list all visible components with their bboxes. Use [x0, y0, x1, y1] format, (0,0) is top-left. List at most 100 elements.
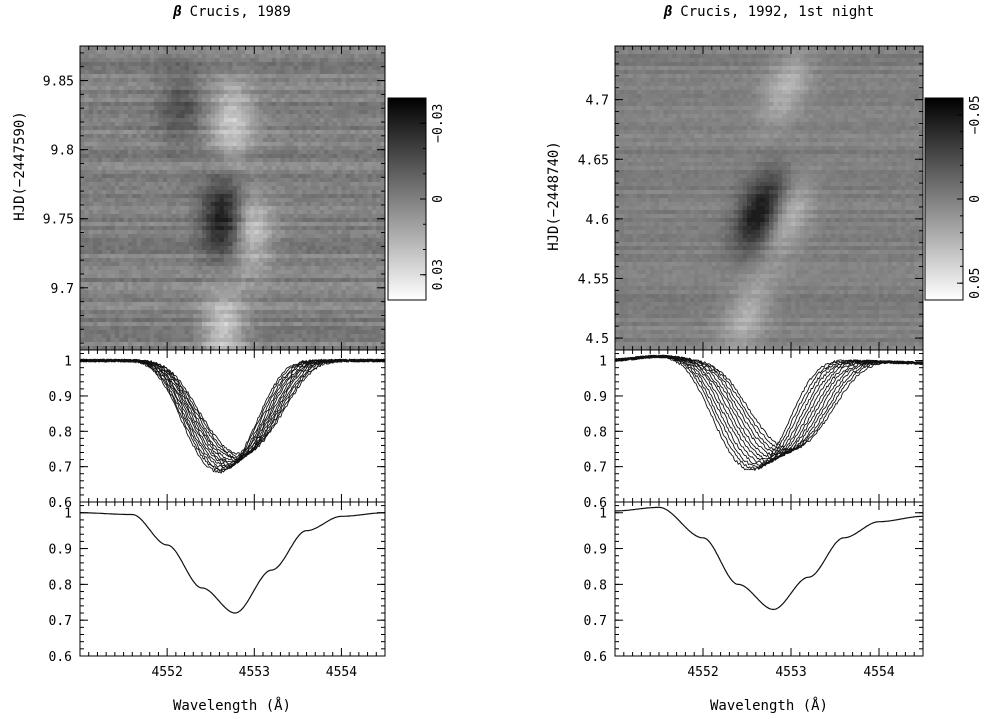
heatmap-cell: [297, 274, 303, 279]
heatmap-cell: [350, 166, 355, 171]
heatmap-cell: [215, 190, 220, 195]
heatmap-cell: [367, 134, 373, 139]
heatmap-cell: [93, 134, 98, 139]
heatmap-cell: [119, 230, 124, 235]
heatmap-cell: [93, 234, 98, 239]
heatmap-cell: [254, 294, 260, 299]
heatmap-cell: [197, 290, 203, 295]
heatmap-cell: [249, 62, 255, 67]
heatmap-cell: [127, 90, 133, 95]
heatmap-cell: [354, 54, 360, 59]
heatmap-cell: [206, 262, 212, 267]
heatmap-cell: [93, 250, 98, 255]
heatmap-cell: [324, 106, 329, 111]
heatmap-cell: [367, 194, 373, 199]
heatmap-cell: [114, 114, 120, 119]
heatmap-cell: [297, 214, 303, 219]
heatmap-cell: [119, 74, 124, 79]
heatmap-cell: [175, 46, 181, 51]
heatmap-cell: [219, 202, 225, 207]
heatmap-cell: [206, 254, 212, 259]
heatmap-cell: [158, 154, 164, 159]
heatmap-cell: [202, 102, 207, 107]
heatmap-cell: [302, 218, 307, 223]
heatmap-cell: [263, 294, 268, 299]
heatmap-cell: [215, 162, 220, 167]
heatmap-cell: [380, 102, 386, 107]
heatmap-cell: [332, 150, 338, 155]
heatmap-cell: [171, 298, 177, 303]
heatmap-cell: [241, 278, 246, 283]
heatmap-cell: [110, 194, 116, 199]
heatmap-cell: [136, 162, 142, 167]
heatmap-cell: [345, 86, 351, 91]
heatmap-cell: [358, 178, 364, 183]
heatmap-cell: [245, 282, 251, 287]
heatmap-cell: [210, 326, 216, 331]
heatmap-cell: [363, 222, 368, 227]
heatmap-cell: [171, 162, 177, 167]
heatmap-cell: [324, 174, 329, 179]
heatmap-cell: [219, 286, 225, 291]
heatmap-cell: [293, 270, 299, 275]
heatmap-cell: [350, 222, 355, 227]
heatmap-cell: [249, 282, 255, 287]
heatmap-cell: [280, 110, 286, 115]
heatmap-cell: [232, 142, 238, 147]
heatmap-cell: [319, 190, 325, 195]
heatmap-cell: [167, 86, 172, 91]
heatmap-cell: [310, 54, 316, 59]
heatmap-cell: [145, 246, 151, 251]
heatmap-cell: [180, 50, 185, 55]
heatmap-cell: [106, 90, 111, 95]
heatmap-cell: [141, 98, 146, 103]
heatmap-cell: [241, 90, 246, 95]
heatmap-cell: [271, 214, 277, 219]
heatmap-cell: [136, 114, 142, 119]
heatmap-cell: [297, 262, 303, 267]
heatmap-cell: [106, 258, 111, 263]
heatmap-cell: [84, 278, 90, 283]
heatmap-cell: [271, 94, 277, 99]
heatmap-cell: [219, 242, 225, 247]
heatmap-cell: [84, 222, 90, 227]
heatmap-cell: [110, 146, 116, 151]
heatmap-cell: [306, 170, 312, 175]
heatmap-cell: [350, 270, 355, 275]
heatmap-cell: [328, 142, 334, 147]
heatmap-cell: [93, 106, 98, 111]
heatmap-cell: [376, 154, 382, 159]
heatmap-cell: [119, 242, 124, 247]
heatmap-cell: [354, 162, 360, 167]
heatmap-cell: [80, 198, 85, 203]
heatmap-cell: [241, 254, 246, 259]
heatmap-cell: [245, 46, 251, 51]
heatmap-cell: [197, 230, 203, 235]
heatmap-cell: [245, 322, 251, 327]
heatmap-cell: [136, 118, 142, 123]
heatmap-cell: [215, 46, 220, 51]
heatmap-cell: [254, 174, 260, 179]
heatmap-cell: [289, 150, 294, 155]
heatmap-cell: [319, 126, 325, 131]
heatmap-cell: [197, 198, 203, 203]
heatmap-cell: [310, 190, 316, 195]
heatmap-cell: [136, 218, 142, 223]
heatmap-cell: [175, 330, 181, 335]
heatmap-cell: [154, 206, 159, 211]
heatmap-cell: [154, 278, 159, 283]
heatmap-cell: [88, 194, 94, 199]
heatmap-cell: [254, 146, 260, 151]
heatmap-cell: [376, 306, 382, 311]
heatmap-cell: [232, 274, 238, 279]
heatmap-cell: [206, 86, 212, 91]
heatmap-cell: [354, 98, 360, 103]
heatmap-cell: [358, 154, 364, 159]
heatmap-cell: [197, 298, 203, 303]
heatmap-cell: [167, 182, 172, 187]
heatmap-cell: [202, 226, 207, 231]
heatmap-cell: [219, 170, 225, 175]
heatmap-cell: [293, 110, 299, 115]
heatmap-cell: [180, 106, 185, 111]
heatmap-cell: [324, 182, 329, 187]
